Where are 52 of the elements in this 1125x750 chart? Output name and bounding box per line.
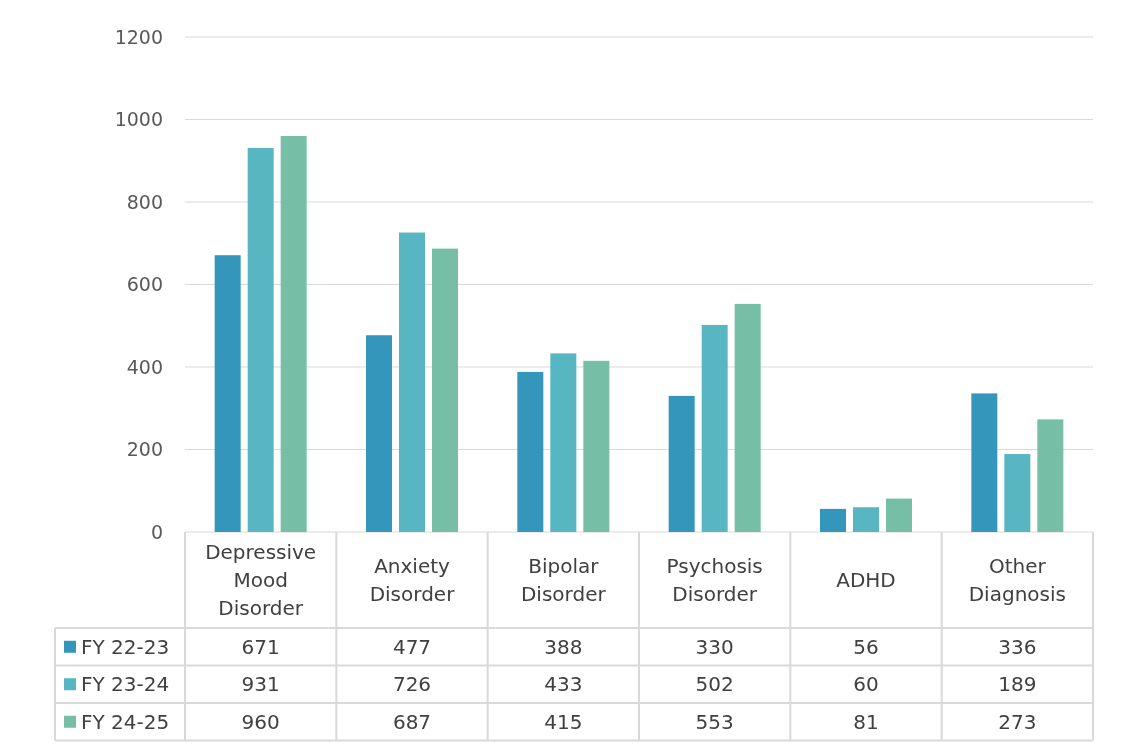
legend-label: FY 23-24 [81,672,170,697]
y-tick-label: 800 [126,190,163,213]
data-label: 60 [853,672,879,697]
bar [1004,454,1031,532]
x-tick-label: Psychosis Disorder [666,554,763,606]
bar [853,507,879,532]
data-label: 553 [695,709,734,734]
bar [701,324,728,532]
data-label: 931 [241,672,280,697]
x-tick-label: Depressive Mood Disorder [205,540,317,620]
bar [971,393,998,532]
bar [820,508,846,532]
y-tick-label: 1000 [114,108,163,131]
data-label: 415 [544,709,583,734]
data-label: 273 [998,709,1037,734]
bar [247,147,274,532]
x-tick-label: Anxiety Disorder [369,554,456,606]
data-label: 388 [544,634,583,659]
bar [517,371,544,532]
data-label: 433 [544,672,583,697]
x-tick-label: ADHD [836,568,896,592]
bar [214,255,241,532]
y-tick-label: 200 [126,438,163,461]
data-label: 960 [241,709,280,734]
bar [583,360,610,532]
legend-label: FY 24-25 [81,709,170,734]
data-label: 336 [998,634,1037,659]
data-label: 56 [853,634,879,659]
legend-label: FY 22-23 [81,634,170,659]
y-tick-label: 600 [126,273,163,296]
data-label: 189 [998,672,1037,697]
bar [886,498,912,532]
y-tick-label: 1200 [114,25,163,48]
data-label: 726 [392,672,432,697]
bar [734,303,761,532]
bar [550,353,577,532]
bar [668,395,695,532]
data-label: 502 [695,672,734,697]
bar [366,335,392,532]
bar [432,248,458,532]
bar [1037,419,1064,532]
data-label: 477 [392,634,432,659]
data-label: 330 [695,634,734,659]
x-tick-label: Other Diagnosis [968,554,1066,606]
bar [399,232,425,532]
data-label: 687 [392,709,432,734]
data-label: 671 [241,634,280,659]
y-tick-label: 400 [126,355,163,378]
bar [280,136,307,532]
x-tick-label: Bipolar Disorder [520,554,607,606]
data-label: 81 [853,709,879,734]
y-tick-label: 0 [150,520,163,543]
